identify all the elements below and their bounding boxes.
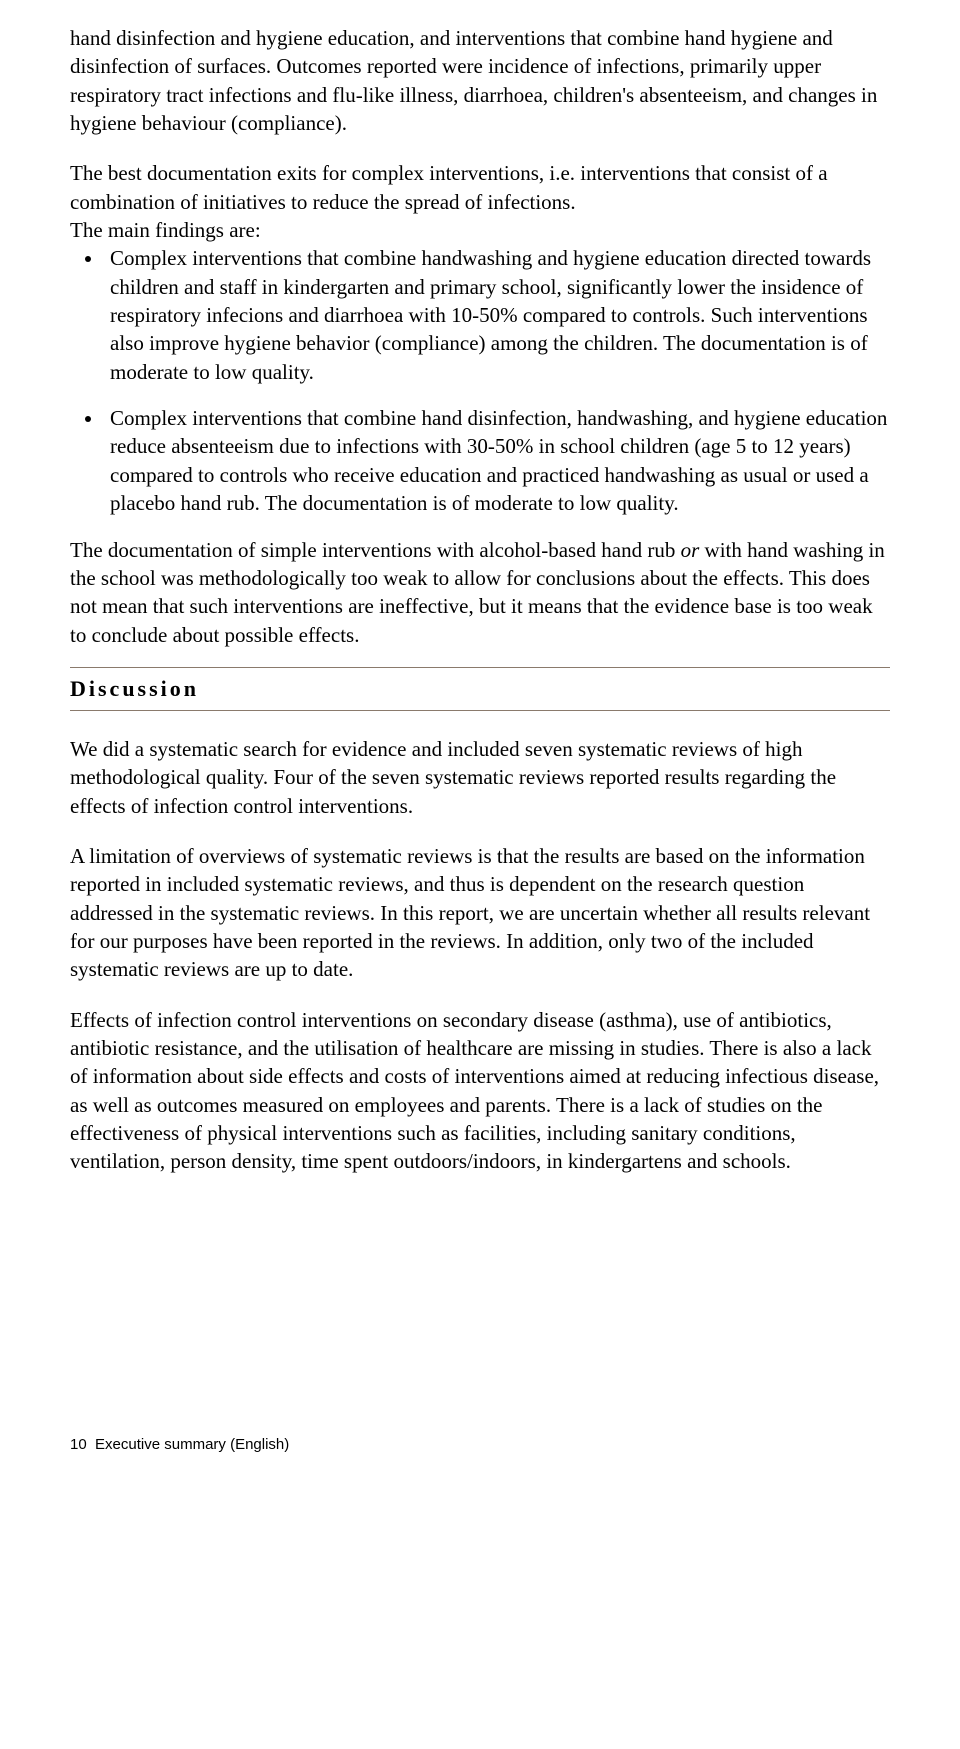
page-footer: 10 Executive summary (English) <box>70 1436 890 1453</box>
post-list-paragraph: The documentation of simple intervention… <box>70 536 890 649</box>
intro-paragraph-2b: The main findings are: <box>70 216 890 244</box>
footer-label: Executive summary (English) <box>95 1436 289 1453</box>
discussion-heading: Discussion <box>70 667 890 711</box>
findings-list: Complex interventions that combine handw… <box>70 244 890 517</box>
italic-or: or <box>681 538 700 562</box>
discussion-paragraph-2: A limitation of overviews of systematic … <box>70 842 890 984</box>
intro-paragraph-1: hand disinfection and hygiene education,… <box>70 24 890 137</box>
discussion-paragraph-3: Effects of infection control interventio… <box>70 1006 890 1176</box>
list-item: Complex interventions that combine hand … <box>104 404 890 517</box>
page-container: hand disinfection and hygiene education,… <box>0 0 960 1477</box>
page-number: 10 <box>70 1436 87 1453</box>
list-item: Complex interventions that combine handw… <box>104 244 890 386</box>
discussion-paragraph-1: We did a systematic search for evidence … <box>70 735 890 820</box>
intro-paragraph-2a: The best documentation exits for complex… <box>70 159 890 216</box>
post-list-text-a: The documentation of simple intervention… <box>70 538 681 562</box>
